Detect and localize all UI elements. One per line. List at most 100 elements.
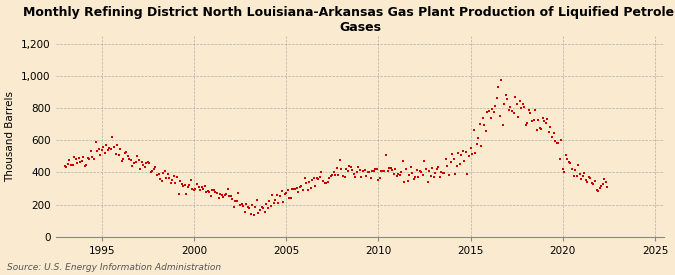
Point [300, 181, 311, 186]
Point [531, 127, 542, 132]
Point [496, 77, 507, 82]
Point [184, 183, 194, 187]
Point [92, 148, 103, 153]
Point [526, 118, 537, 123]
Point [559, 170, 570, 174]
Point [221, 192, 232, 196]
Point [452, 163, 462, 168]
Point [310, 184, 321, 188]
Point [65, 163, 76, 167]
Point [161, 176, 171, 181]
Point [342, 169, 353, 174]
Point [545, 125, 556, 130]
Point [158, 170, 169, 175]
Point [491, 96, 502, 100]
Point [87, 155, 98, 159]
Point [228, 205, 239, 209]
Point [193, 185, 204, 189]
Point [382, 168, 393, 173]
Point [277, 200, 288, 205]
Point [376, 169, 387, 174]
Point [188, 188, 199, 192]
Point [596, 184, 607, 188]
Point [232, 199, 242, 204]
Point [98, 145, 109, 149]
Point [427, 166, 437, 170]
Point [159, 169, 170, 173]
Point [75, 160, 86, 164]
Point [254, 208, 265, 212]
Point [510, 95, 520, 100]
Point [422, 180, 433, 185]
Point [579, 171, 590, 175]
Point [341, 166, 352, 171]
Point [328, 170, 339, 174]
Point [150, 165, 161, 169]
Point [475, 122, 485, 127]
Point [213, 195, 224, 200]
Point [558, 167, 568, 172]
Point [311, 175, 322, 180]
Point [186, 178, 196, 183]
Point [381, 153, 392, 157]
Point [360, 174, 371, 178]
Point [111, 142, 122, 147]
Point [537, 116, 548, 120]
Point [202, 189, 213, 194]
Point [290, 187, 301, 191]
Point [156, 178, 167, 183]
Point [362, 169, 373, 174]
Point [219, 193, 230, 197]
Point [144, 161, 155, 166]
Point [519, 105, 530, 110]
Point [479, 123, 490, 127]
Point [119, 151, 130, 155]
Point [287, 187, 298, 191]
Point [64, 158, 75, 162]
Point [347, 168, 358, 172]
Point [199, 184, 210, 188]
Point [500, 93, 511, 97]
Point [599, 177, 610, 181]
Point [74, 156, 84, 160]
Point [307, 178, 318, 182]
Point [450, 171, 460, 176]
Point [327, 173, 338, 177]
Point [181, 191, 192, 196]
Point [247, 202, 258, 207]
Point [338, 174, 348, 178]
Point [173, 192, 184, 196]
Point [407, 170, 418, 175]
Point [600, 180, 611, 184]
Point [411, 167, 422, 172]
Point [525, 111, 536, 115]
Point [141, 161, 152, 165]
Point [76, 159, 87, 163]
Point [121, 150, 132, 154]
Point [241, 202, 252, 206]
Point [524, 108, 535, 112]
Point [428, 174, 439, 179]
Point [460, 150, 471, 155]
Point [387, 167, 398, 172]
Point [97, 148, 107, 152]
Point [252, 198, 263, 202]
Point [124, 156, 135, 161]
Point [443, 173, 454, 177]
Point [270, 198, 281, 203]
Point [109, 145, 119, 150]
Point [81, 163, 92, 167]
Point [90, 140, 101, 145]
Point [399, 180, 410, 184]
Point [80, 164, 90, 169]
Point [439, 171, 450, 175]
Point [352, 170, 362, 175]
Y-axis label: Thousand Barrels: Thousand Barrels [5, 91, 16, 182]
Point [502, 96, 513, 101]
Point [430, 170, 441, 175]
Point [128, 161, 139, 165]
Point [493, 85, 504, 89]
Point [264, 199, 275, 203]
Point [288, 187, 299, 192]
Point [590, 179, 601, 183]
